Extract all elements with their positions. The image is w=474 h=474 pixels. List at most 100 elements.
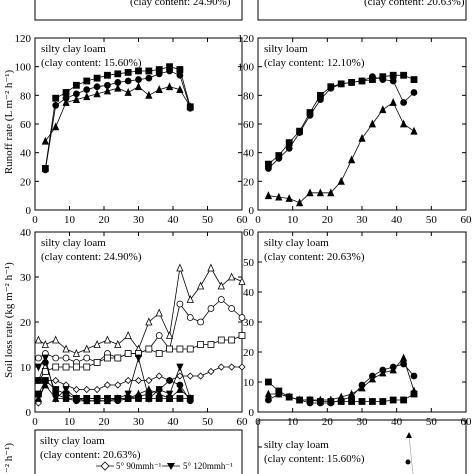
series-2-point [62,363,70,371]
panel-title: silty clay loam [41,237,106,249]
series-2-point [52,363,60,371]
series-2-point [93,359,101,366]
y-tick-label: 20 [243,176,255,188]
series-0-point [186,295,194,303]
series-1-point [306,112,314,119]
panel-bottom-right-partial: silty clay loam (clay content: 15.60%) [257,419,467,474]
series-4-point [62,386,70,394]
series-0-point [114,340,122,348]
series-1-point [316,96,324,104]
legend-marker-diamond-open [100,461,110,471]
series-1-point [207,305,215,312]
x-tick-label: 30 [357,214,369,226]
series-2-line [268,101,415,204]
series-2-point [306,395,314,404]
series-0-point [400,396,408,404]
series-2-point [228,336,236,344]
series-0-point [62,89,70,96]
series-2-point [114,83,122,92]
series-2-point [358,383,366,392]
x-tick-label: 10 [64,416,76,428]
series-5-line [38,361,191,402]
panel-subtitle: (clay content: 20.63%) [40,449,141,461]
x-tick-label: 30 [133,416,145,428]
series-3-point [134,376,143,385]
x-tick-label: 50 [426,214,438,226]
series-2-point [104,354,111,362]
series-2-point [62,98,70,106]
series-2-point [145,90,153,99]
y-tick-label: 60 [20,119,32,131]
series-4-point [41,354,49,363]
x-tick-label: 10 [64,214,76,226]
series-1-point [83,354,91,362]
series-7-point [83,396,91,405]
series-2-point [264,389,273,398]
y-tick-label: 20 [243,347,255,359]
y-tick-label: 20 [20,317,32,329]
series-1-point [410,372,418,380]
panel-title: silty clay loam [264,439,329,451]
x-tick-label: 20 [99,416,111,428]
x-tick-label: 20 [99,214,111,226]
series-1-point [35,354,42,362]
series-1-point [155,70,163,78]
series-0-point [228,272,236,281]
x-tick-label: 30 [357,416,369,428]
series-2-point [134,82,143,91]
x-tick-label: 30 [133,214,145,226]
series-1-point [52,101,60,109]
x-tick-label: 50 [202,214,214,226]
series-2-point [238,332,246,339]
series-2-point [337,392,345,401]
y-tick-label: 0 [249,205,255,217]
y-tick-label: 10 [20,362,32,374]
y-tick-label: 0 [26,407,32,419]
series-2-point [217,336,225,344]
series-1-point [379,76,387,83]
series-2-point [306,188,314,197]
series-6-line [38,379,191,399]
series-2-point [166,345,173,353]
series-7-point [41,380,49,389]
series-0-point [34,335,43,344]
series-2-point [124,88,132,96]
series-1-point [400,99,408,106]
series-1-point [348,79,356,86]
series-3-point [176,372,184,380]
series-3-point [93,385,101,394]
series-0-point [103,335,112,344]
panel-title: silty clay loam [41,43,106,55]
series-1-point [197,318,205,326]
series-3-point [145,376,153,385]
y-tick-label: 40 [243,148,255,160]
series-2-point [207,341,215,348]
series-0-point [145,67,153,75]
series-3-point [207,367,215,376]
series-0-point [400,71,408,79]
y-tick-label: 100 [238,62,255,74]
legend: 5° 90mmh⁻¹ 5° 120mmh⁻¹ [96,461,233,471]
series-2-point [165,82,174,91]
series-line [408,435,414,474]
marker-circle [405,459,411,465]
partial-y-axis-label: ⁻² h⁻¹) [3,443,15,473]
series-2-point [197,341,205,348]
x-tick-label: 60 [237,416,249,428]
series-1-point [389,77,397,85]
panel-runoff-silty-clay-loam: 0 10 20 30 40 50 60 0 20 40 60 80 100 120 silty clay l… [15,33,249,226]
y-tick-label: 120 [15,33,32,45]
y-tick-label: 30 [243,317,255,329]
panel-subtitle: (clay content: 15.60%) [41,57,142,69]
series-6-point [145,395,153,402]
series-4-point [134,354,143,363]
series-0-point [124,331,132,339]
series-2-point [379,105,387,114]
series-1-point [275,154,283,162]
legend-marker-triangle-down [167,463,175,470]
x-tick-label: 20 [322,214,334,226]
series-7-point [114,394,122,402]
series-5-point [166,377,173,384]
